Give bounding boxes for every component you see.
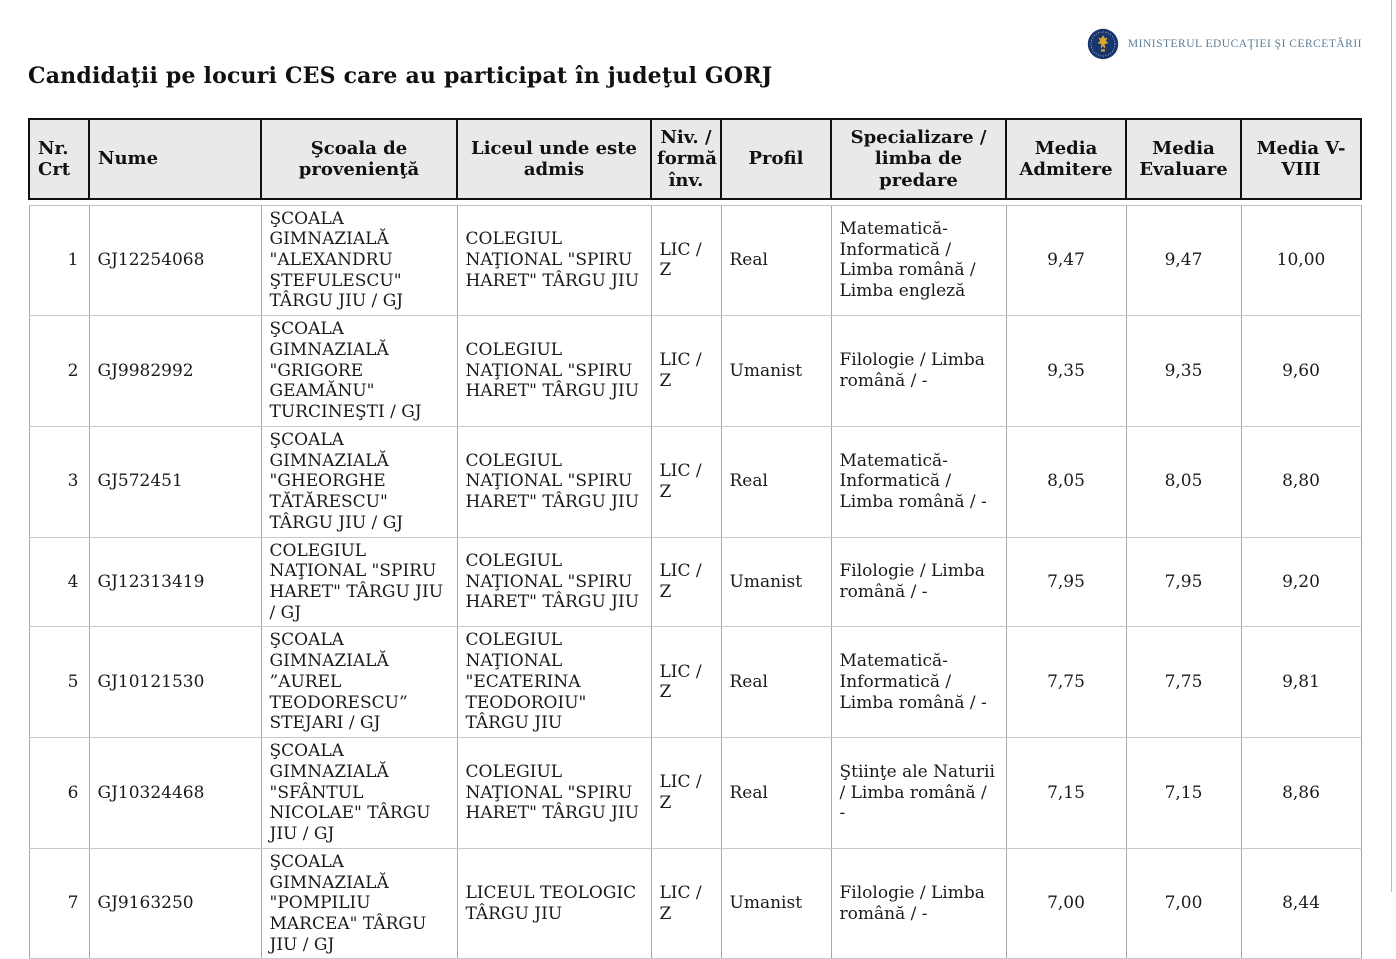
table-row: 1 GJ12254068 ŞCOALA GIMNAZIALĂ "ALEXANDRU … xyxy=(28,204,1362,317)
cell-media_admitere: 7,00 xyxy=(1005,847,1127,959)
cell-liceu: LICEUL TEOLOGIC TÂRGU JIU xyxy=(456,847,652,959)
cell-media_v_viii: 10,00 xyxy=(1240,204,1362,317)
cell-media_v_viii: 9,20 xyxy=(1240,536,1362,628)
cell-profil: Real xyxy=(720,737,832,849)
cell-scoala: ŞCOALA GIMNAZIALĂ "GHEORGHE TĂTĂRESCU" T… xyxy=(260,425,458,538)
cell-scoala: ŞCOALA GIMNAZIALĂ "SFÂNTUL NICOLAE" TÂRG… xyxy=(260,737,458,849)
table-header-row: Nr. Crt Nume Şcoala de provenienţă Liceul u… xyxy=(28,118,1362,200)
cell-niv: LIC / Z xyxy=(650,315,722,427)
cell-specializare: Filologie / Limba română / - xyxy=(830,315,1007,427)
cell-media_v_viii: 8,80 xyxy=(1240,425,1362,538)
cell-liceu: COLEGIUL NAŢIONAL "SPIRU HARET" TÂRGU JI… xyxy=(456,737,652,849)
page-right-edge xyxy=(1391,0,1392,892)
cell-liceu: COLEGIUL NAŢIONAL "SPIRU HARET" TÂRGU JI… xyxy=(456,204,652,317)
cell-media_v_viii: 9,60 xyxy=(1240,315,1362,427)
cell-media_v_viii: 8,44 xyxy=(1240,847,1362,959)
column-header-specializare: Specializare / limba de predare xyxy=(830,118,1007,200)
column-header-scoala: Şcoala de provenienţă xyxy=(260,118,458,200)
cell-nume: GJ12313419 xyxy=(88,536,262,628)
cell-scoala: ŞCOALA GIMNAZIALĂ "POMPILIU MARCEA" TÂRG… xyxy=(260,847,458,959)
cell-specializare: Matematică-Informatică / Limba română / … xyxy=(830,425,1007,538)
cell-specializare: Ştiinţe ale Naturii / Limba română / - xyxy=(830,737,1007,849)
cell-profil: Umanist xyxy=(720,315,832,427)
column-header-media_v_viii: Media V-VIII xyxy=(1240,118,1362,200)
cell-media_admitere: 8,05 xyxy=(1005,425,1127,538)
cell-media_v_viii: 9,81 xyxy=(1240,626,1362,739)
cell-niv: LIC / Z xyxy=(650,536,722,628)
table-row: 2 GJ9982992 ŞCOALA GIMNAZIALĂ "GRIGORE GEA… xyxy=(28,315,1362,427)
table-row: 6 GJ10324468 ŞCOALA GIMNAZIALĂ "SFÂNTUL NI… xyxy=(28,737,1362,849)
cell-media_admitere: 7,15 xyxy=(1005,737,1127,849)
cell-nume: GJ12254068 xyxy=(88,204,262,317)
cell-media_evaluare: 7,15 xyxy=(1125,737,1242,849)
cell-nr: 1 xyxy=(28,204,90,317)
cell-media_admitere: 7,95 xyxy=(1005,536,1127,628)
cell-scoala: ŞCOALA GIMNAZIALĂ ”AUREL TEODORESCU” STE… xyxy=(260,626,458,739)
cell-specializare: Matematică-Informatică / Limba română / … xyxy=(830,204,1007,317)
cell-liceu: COLEGIUL NAŢIONAL "SPIRU HARET" TÂRGU JI… xyxy=(456,315,652,427)
cell-niv: LIC / Z xyxy=(650,626,722,739)
cell-nr: 6 xyxy=(28,737,90,849)
cell-scoala: COLEGIUL NAŢIONAL "SPIRU HARET" TÂRGU JI… xyxy=(260,536,458,628)
cell-media_evaluare: 8,05 xyxy=(1125,425,1242,538)
cell-profil: Umanist xyxy=(720,847,832,959)
cell-niv: LIC / Z xyxy=(650,847,722,959)
cell-specializare: Filologie / Limba română / - xyxy=(830,847,1007,959)
cell-scoala: ŞCOALA GIMNAZIALĂ "ALEXANDRU ŞTEFULESCU"… xyxy=(260,204,458,317)
cell-nr: 4 xyxy=(28,536,90,628)
cell-media_evaluare: 7,00 xyxy=(1125,847,1242,959)
cell-nr: 5 xyxy=(28,626,90,739)
cell-media_admitere: 7,75 xyxy=(1005,626,1127,739)
cell-nume: GJ10324468 xyxy=(88,737,262,849)
cell-media_evaluare: 7,75 xyxy=(1125,626,1242,739)
column-header-media_admitere: Media Admitere xyxy=(1005,118,1127,200)
column-header-nume: Nume xyxy=(88,118,262,200)
cell-profil: Umanist xyxy=(720,536,832,628)
cell-specializare: Filologie / Limba română / - xyxy=(830,536,1007,628)
cell-nume: GJ9982992 xyxy=(88,315,262,427)
cell-profil: Real xyxy=(720,204,832,317)
cell-niv: LIC / Z xyxy=(650,425,722,538)
cell-media_evaluare: 9,47 xyxy=(1125,204,1242,317)
table-row: 7 GJ9163250 ŞCOALA GIMNAZIALĂ "POMPILIU MA… xyxy=(28,847,1362,959)
cell-nr: 2 xyxy=(28,315,90,427)
cell-media_evaluare: 9,35 xyxy=(1125,315,1242,427)
cell-media_evaluare: 7,95 xyxy=(1125,536,1242,628)
cell-scoala: ŞCOALA GIMNAZIALĂ "GRIGORE GEAMĂNU" TURC… xyxy=(260,315,458,427)
table-row: 3 GJ572451 ŞCOALA GIMNAZIALĂ "GHEORGHE TĂT… xyxy=(28,425,1362,538)
cell-media_admitere: 9,47 xyxy=(1005,204,1127,317)
header-spacer-row xyxy=(29,199,1361,206)
candidates-table: Nr. Crt Nume Şcoala de provenienţă Liceul u… xyxy=(28,118,1362,959)
cell-nume: GJ572451 xyxy=(88,425,262,538)
cell-profil: Real xyxy=(720,425,832,538)
cell-nr: 3 xyxy=(28,425,90,538)
cell-liceu: COLEGIUL NAŢIONAL "SPIRU HARET" TÂRGU JI… xyxy=(456,536,652,628)
ministry-header: Ministerul Educaţiei şi Cercetării xyxy=(1087,28,1362,60)
cell-liceu: COLEGIUL NAŢIONAL "ECATERINA TEODOROIU" … xyxy=(456,626,652,739)
cell-nume: GJ10121530 xyxy=(88,626,262,739)
column-header-profil: Profil xyxy=(720,118,832,200)
ministry-seal-icon xyxy=(1087,28,1119,60)
cell-nr: 7 xyxy=(28,847,90,959)
column-header-liceu: Liceul unde este admis xyxy=(456,118,652,200)
table-row: 4 GJ12313419 COLEGIUL NAŢIONAL "SPIRU HARE… xyxy=(28,536,1362,628)
cell-nume: GJ9163250 xyxy=(88,847,262,959)
column-header-niv: Niv. / formă înv. xyxy=(650,118,722,200)
cell-niv: LIC / Z xyxy=(650,737,722,849)
column-header-media_evaluare: Media Evaluare xyxy=(1125,118,1242,200)
cell-specializare: Matematică-Informatică / Limba română / … xyxy=(830,626,1007,739)
table-row: 5 GJ10121530 ŞCOALA GIMNAZIALĂ ”AUREL TEOD… xyxy=(28,626,1362,739)
page-title: Candidaţii pe locuri CES care au partici… xyxy=(28,63,773,89)
cell-niv: LIC / Z xyxy=(650,204,722,317)
cell-media_v_viii: 8,86 xyxy=(1240,737,1362,849)
cell-profil: Real xyxy=(720,626,832,739)
cell-media_admitere: 9,35 xyxy=(1005,315,1127,427)
cell-liceu: COLEGIUL NAŢIONAL "SPIRU HARET" TÂRGU JI… xyxy=(456,425,652,538)
table-body: 1 GJ12254068 ŞCOALA GIMNAZIALĂ "ALEXANDRU … xyxy=(28,199,1362,959)
column-header-nr: Nr. Crt xyxy=(28,118,90,200)
ministry-name-label: Ministerul Educaţiei şi Cercetării xyxy=(1127,38,1362,50)
